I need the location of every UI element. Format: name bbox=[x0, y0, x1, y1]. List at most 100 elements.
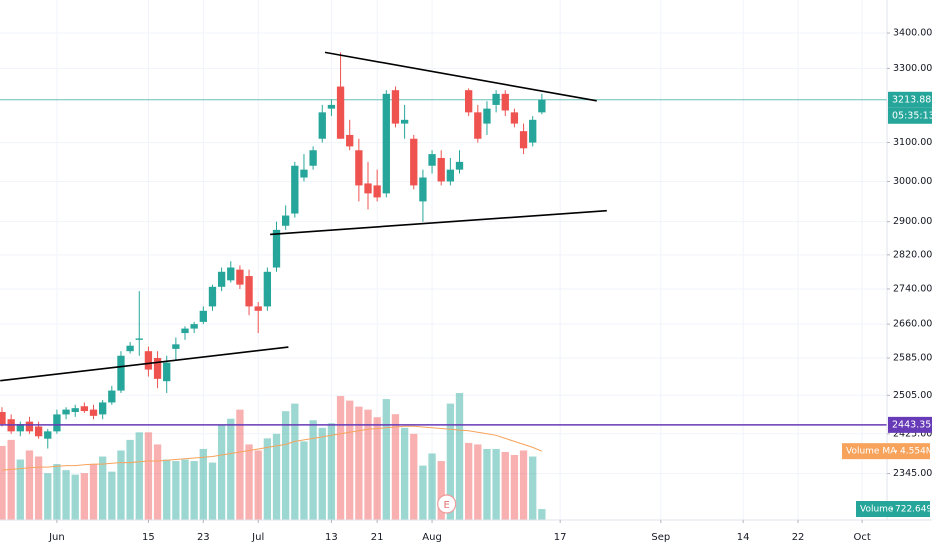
candle-body bbox=[373, 185, 381, 198]
volume-bar bbox=[25, 450, 34, 520]
candle-body bbox=[208, 286, 217, 307]
volume-bar bbox=[71, 474, 79, 520]
candle-body bbox=[327, 104, 336, 109]
volume-bar bbox=[355, 406, 363, 520]
volume-bar bbox=[272, 433, 281, 520]
volume-bar bbox=[336, 396, 345, 520]
volume-bar bbox=[419, 465, 427, 520]
volume-bar bbox=[483, 448, 491, 520]
candle-body bbox=[16, 424, 24, 432]
event-marker bbox=[437, 494, 457, 514]
candle-body bbox=[254, 306, 262, 311]
candle-body bbox=[89, 409, 98, 416]
candle-body bbox=[400, 119, 409, 124]
candle-body bbox=[272, 229, 281, 268]
volume-bar bbox=[217, 424, 226, 520]
y-tick-label: 2660.00 bbox=[893, 319, 932, 330]
x-tick-label: 22 bbox=[792, 532, 805, 543]
candle-body bbox=[34, 426, 43, 437]
volume-bar bbox=[236, 409, 244, 520]
volume-bar bbox=[391, 414, 400, 520]
volume-bar bbox=[80, 473, 89, 520]
volume-bar bbox=[153, 444, 162, 520]
candle-body bbox=[44, 431, 52, 439]
volume-bar bbox=[346, 400, 354, 520]
candle-body bbox=[446, 169, 455, 182]
volume-bar bbox=[190, 461, 198, 520]
x-tick-label: Jul bbox=[251, 532, 264, 543]
event-label: E bbox=[444, 500, 450, 511]
volume-bar bbox=[300, 441, 308, 520]
y-tick-label: 3100.00 bbox=[893, 137, 932, 148]
candle-body bbox=[437, 157, 445, 182]
candle-body bbox=[25, 421, 34, 432]
y-tick-label: 3000.00 bbox=[893, 176, 932, 187]
countdown-label: 05:35:13 bbox=[892, 110, 932, 121]
volume-bar bbox=[437, 461, 445, 520]
volume-bar bbox=[53, 464, 61, 520]
y-tick-label: 2900.00 bbox=[893, 216, 932, 227]
volume-bar bbox=[519, 450, 528, 520]
volume-bar bbox=[455, 393, 464, 520]
candle-body bbox=[501, 93, 509, 111]
volume-bar bbox=[44, 473, 52, 520]
candle-body bbox=[80, 406, 89, 412]
candle-body bbox=[245, 276, 253, 307]
volume-ma-name: Volume MA bbox=[846, 447, 897, 457]
volume-bar bbox=[282, 411, 290, 520]
candle-body bbox=[282, 215, 290, 226]
x-tick-label: 13 bbox=[325, 532, 338, 543]
last-price-label: 3213.88 bbox=[892, 94, 931, 105]
candle-body bbox=[71, 408, 79, 412]
candle-body bbox=[217, 271, 226, 287]
candle-body bbox=[538, 99, 546, 113]
volume-bar bbox=[163, 459, 171, 520]
candle-body bbox=[428, 154, 436, 166]
plot bbox=[0, 0, 887, 520]
y-tick-label: 3300.00 bbox=[893, 63, 932, 74]
x-tick-label: Aug bbox=[422, 532, 442, 543]
y-tick-label: 2585.00 bbox=[893, 353, 932, 364]
candle-body bbox=[263, 271, 272, 307]
candle-body bbox=[465, 90, 473, 113]
volume-bar bbox=[410, 433, 418, 520]
y-tick-label: 2740.00 bbox=[893, 283, 932, 294]
volume-bar bbox=[108, 471, 116, 520]
horizontal-line-label: 2443.35 bbox=[892, 419, 931, 430]
time-axis bbox=[0, 520, 932, 550]
candle-body bbox=[318, 112, 326, 139]
trendline bbox=[270, 209, 607, 236]
volume-ma-value: 4.554M bbox=[900, 447, 932, 457]
volume-bar bbox=[208, 462, 217, 520]
volume-bar bbox=[126, 439, 134, 520]
volume-bar bbox=[446, 403, 455, 520]
volume-bar bbox=[99, 456, 107, 520]
volume-bar bbox=[364, 409, 372, 520]
volume-bar bbox=[245, 444, 253, 520]
candle-body bbox=[163, 362, 171, 382]
trendline bbox=[324, 51, 597, 102]
volume-bar bbox=[538, 509, 546, 520]
x-tick-label: 14 bbox=[737, 532, 750, 543]
volume-bar bbox=[318, 427, 326, 520]
x-tick-label: Oct bbox=[853, 532, 870, 543]
x-tick-label: 15 bbox=[142, 532, 155, 543]
candle-body bbox=[382, 93, 390, 194]
volume-bar bbox=[16, 459, 24, 520]
candle-body bbox=[410, 138, 418, 186]
candle-body bbox=[172, 344, 180, 349]
volume-bar bbox=[181, 459, 189, 520]
volume-ma-line bbox=[1, 425, 543, 471]
volume-name: Volume bbox=[860, 505, 894, 515]
volume-bar bbox=[529, 456, 537, 520]
volume-bar bbox=[62, 470, 70, 520]
volume-bar bbox=[0, 445, 6, 520]
volume-bar bbox=[291, 403, 299, 520]
volume-bar bbox=[327, 423, 336, 520]
volume-bar bbox=[465, 442, 473, 520]
x-tick-label: 17 bbox=[554, 532, 567, 543]
candle-body bbox=[126, 345, 134, 352]
volume-bar bbox=[117, 450, 125, 520]
